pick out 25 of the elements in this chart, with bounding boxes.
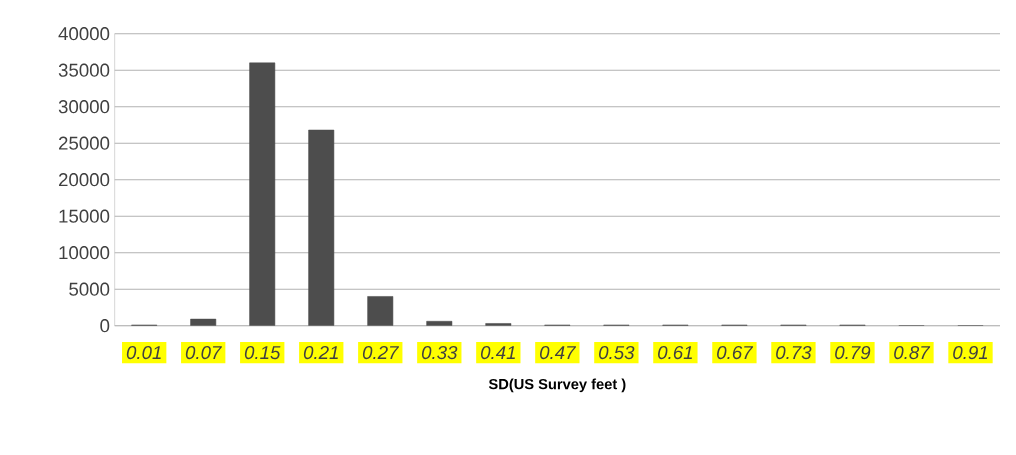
y-tick-label: 5000 bbox=[69, 282, 110, 296]
x-tick-label: 0.01 bbox=[126, 345, 161, 360]
y-tick-label: 40000 bbox=[58, 27, 110, 41]
y-tick-label: 0 bbox=[100, 319, 110, 333]
x-tick-label: 0.79 bbox=[835, 345, 871, 360]
y-tick-label: 35000 bbox=[58, 63, 110, 77]
x-tick-label: 0.73 bbox=[776, 345, 812, 360]
x-tick-label: 0.27 bbox=[362, 345, 400, 360]
x-tick-label: 0.33 bbox=[421, 345, 458, 360]
y-tick-label: 20000 bbox=[59, 173, 110, 187]
x-tick-label: 0.67 bbox=[717, 345, 754, 360]
y-tick-label: 25000 bbox=[59, 136, 110, 150]
x-tick-label: 0.61 bbox=[658, 345, 692, 360]
y-tick-label: 10000 bbox=[59, 246, 110, 260]
x-tick-label: 0.53 bbox=[599, 345, 635, 360]
x-tick-label: 0.47 bbox=[539, 345, 577, 360]
x-tick-label: 0.41 bbox=[480, 345, 515, 360]
x-tick-label: 0.87 bbox=[894, 345, 931, 360]
y-tick-label: 15000 bbox=[59, 209, 110, 223]
x-tick-label: 0.91 bbox=[953, 345, 988, 360]
y-tick-label: 30000 bbox=[58, 100, 110, 114]
x-tick-label: 0.15 bbox=[244, 345, 281, 360]
x-axis-title: SD(US Survey feet ) bbox=[488, 378, 626, 393]
x-tick-label: 0.07 bbox=[185, 345, 222, 360]
x-tick-label: 0.21 bbox=[303, 345, 338, 360]
